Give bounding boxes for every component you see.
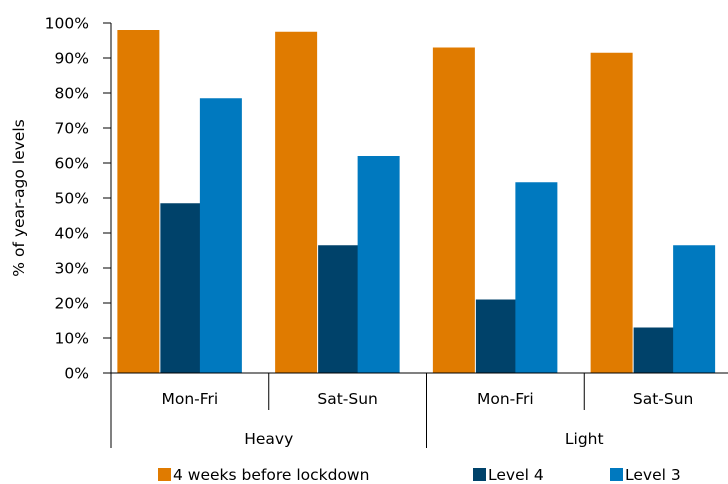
bars (117, 30, 716, 373)
legend: 4 weeks before lockdown Level 4 Level 3 (158, 466, 681, 484)
bar (160, 203, 203, 373)
legend-label: 4 weeks before lockdown (173, 466, 369, 484)
y-tick-label: 0% (64, 365, 89, 383)
bar (318, 245, 361, 373)
y-tick-label: 20% (55, 295, 89, 313)
x-group-label: Heavy (244, 430, 293, 448)
y-tick-label: 80% (55, 85, 89, 103)
y-tick-label: 30% (55, 260, 89, 278)
y-axis-ticks: 0% 10% 20% 30% 40% 50% 60% 70% 80% 90% 100% (45, 15, 112, 383)
bar (515, 182, 558, 373)
x-category-label: Mon-Fri (477, 390, 534, 408)
bar (117, 30, 160, 373)
legend-swatch (473, 468, 486, 481)
y-tick-label: 90% (55, 50, 89, 68)
x-category-label: Mon-Fri (162, 390, 219, 408)
bar (199, 98, 242, 373)
legend-label: Level 4 (488, 466, 544, 484)
x-group-label: Light (565, 430, 604, 448)
bar (475, 299, 518, 373)
y-tick-label: 10% (55, 330, 89, 348)
bar (275, 31, 318, 373)
bar (633, 327, 676, 373)
y-tick-label: 60% (55, 155, 89, 173)
x-category-label: Sat-Sun (317, 390, 378, 408)
x-category-label: Sat-Sun (633, 390, 694, 408)
bar (673, 245, 716, 373)
y-tick-label: 50% (55, 190, 89, 208)
legend-swatch (158, 468, 171, 481)
y-axis-title: % of year-ago levels (10, 119, 28, 276)
y-tick-label: 100% (45, 15, 89, 33)
legend-label: Level 3 (625, 466, 681, 484)
bar (357, 156, 400, 373)
y-tick-label: 40% (55, 225, 89, 243)
legend-swatch (610, 468, 623, 481)
bar (590, 52, 633, 373)
y-tick-label: 70% (55, 120, 89, 138)
bar (432, 47, 475, 373)
x-axis: Mon-Fri Sat-Sun Mon-Fri Sat-Sun Heavy Light (110, 372, 728, 448)
